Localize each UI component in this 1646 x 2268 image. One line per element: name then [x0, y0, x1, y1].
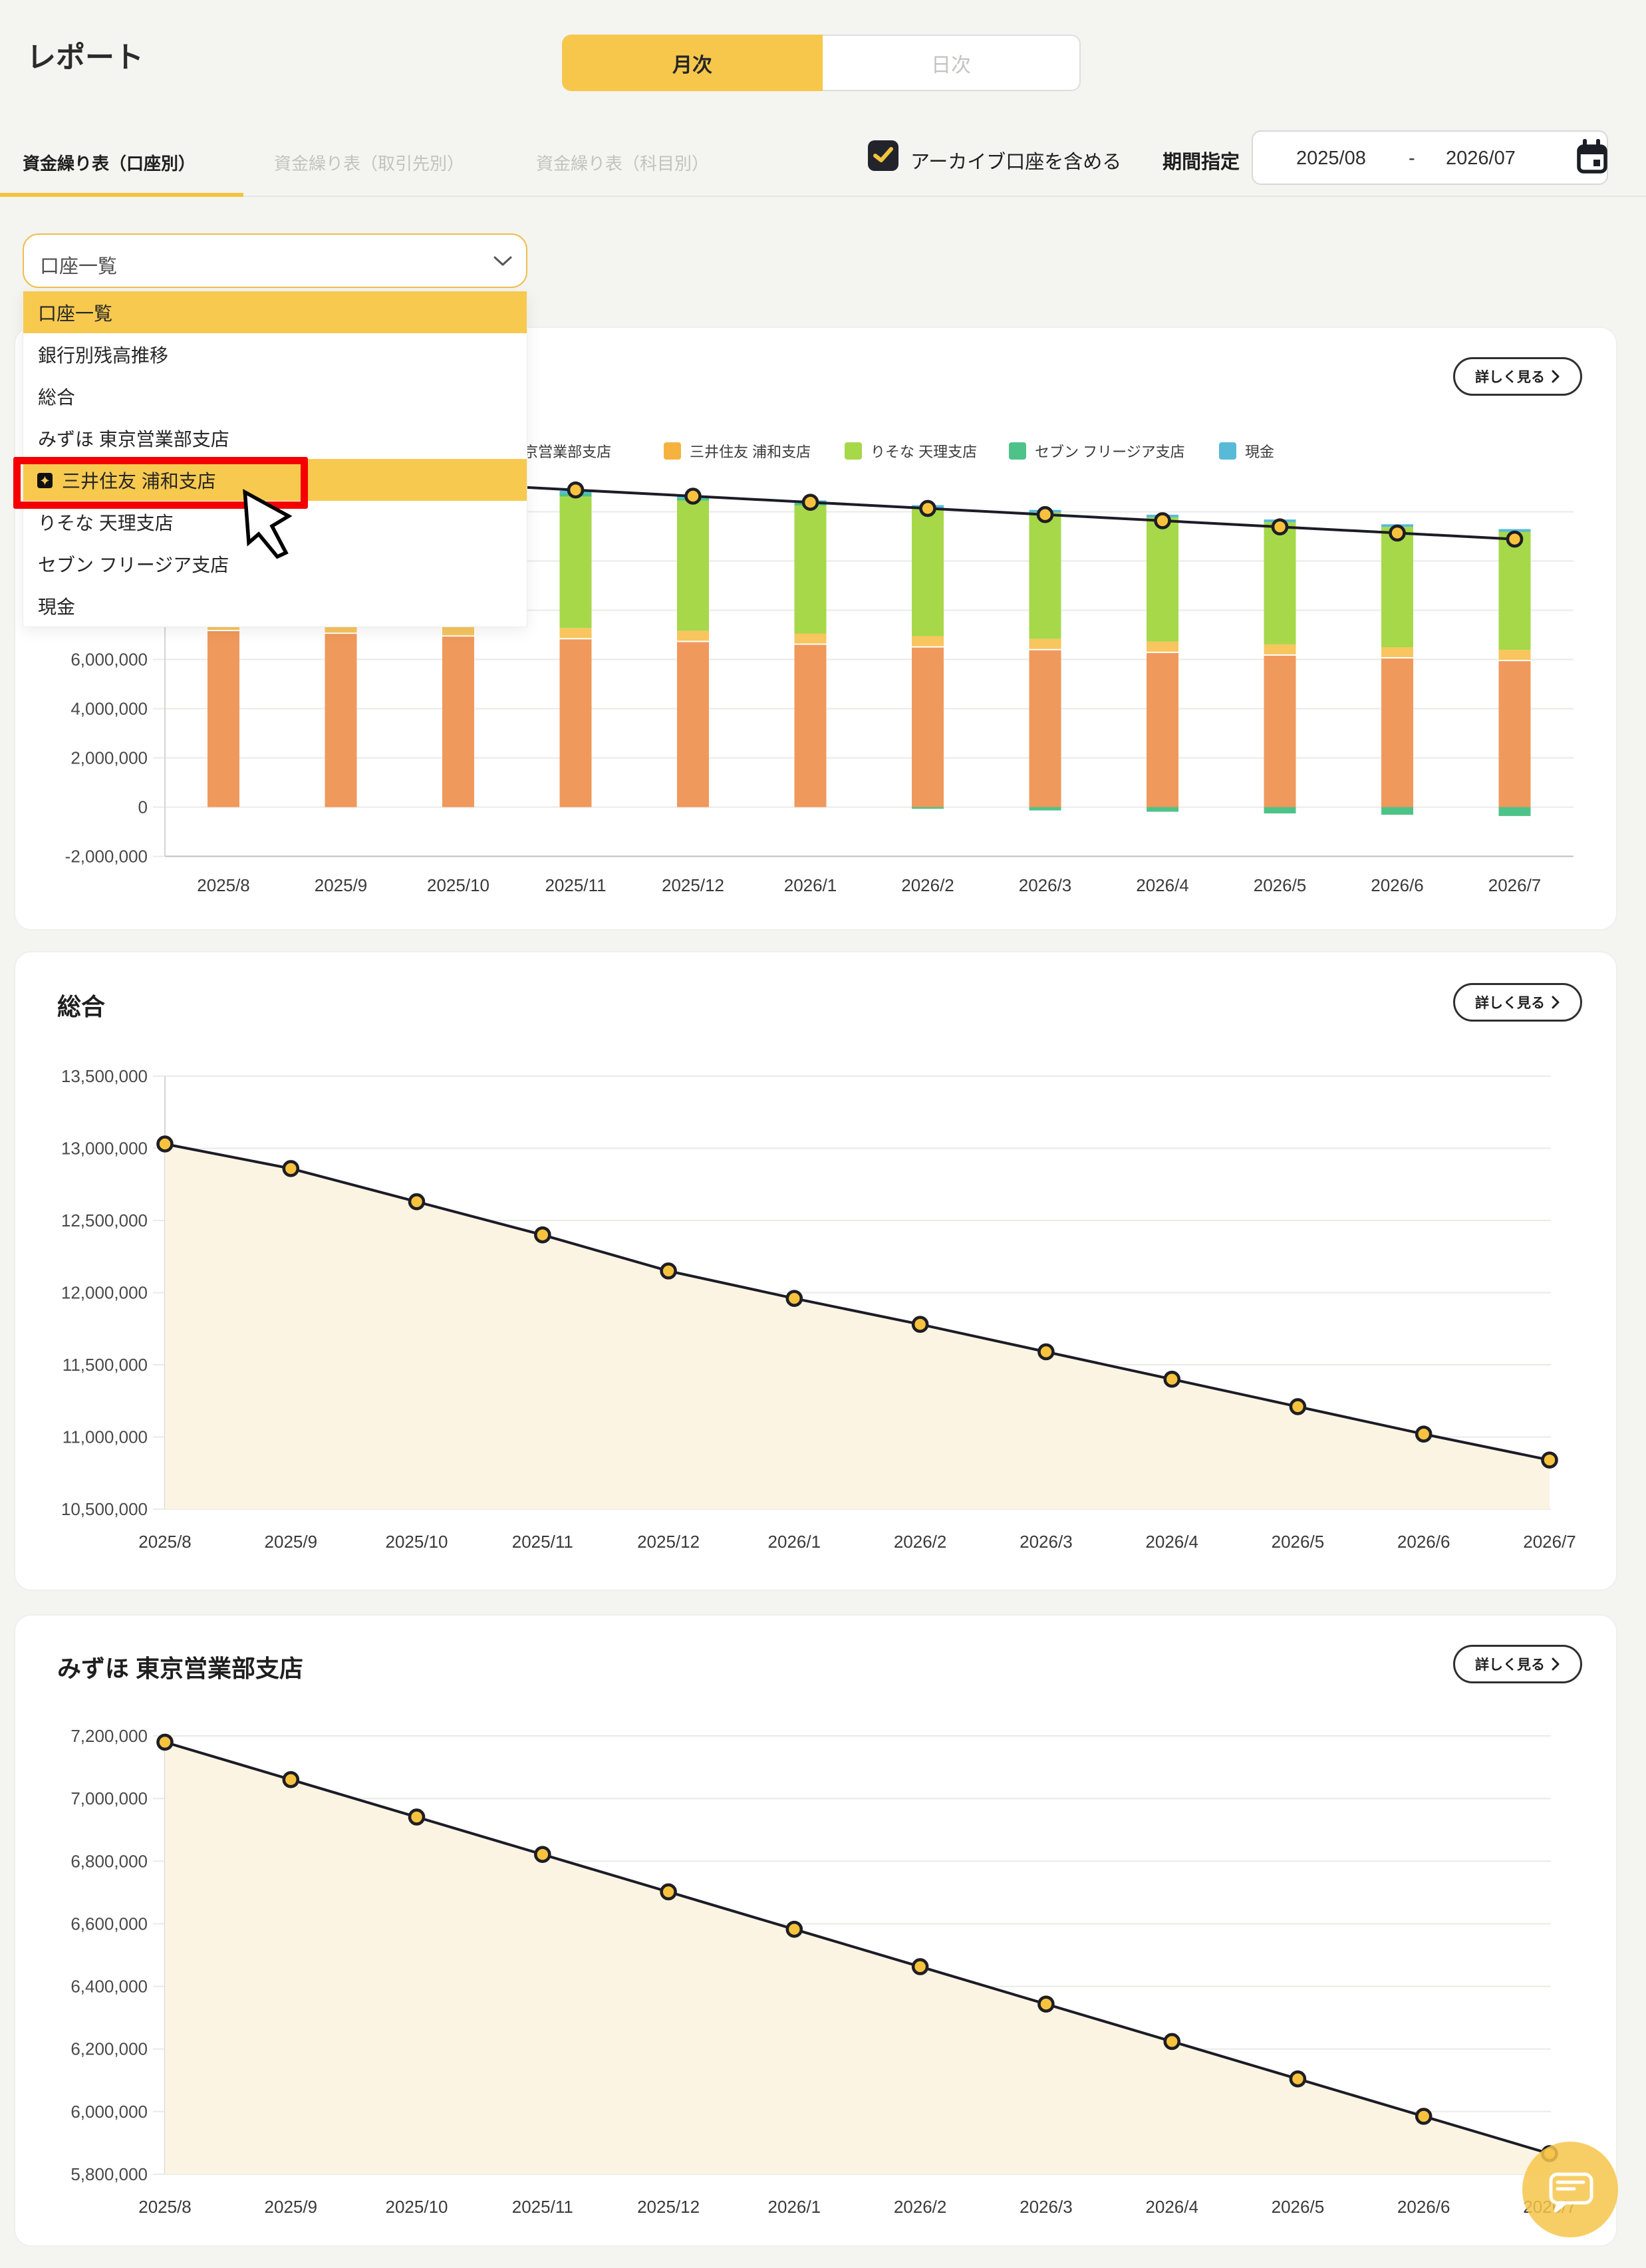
svg-text:2026/6: 2026/6	[1371, 875, 1424, 895]
svg-text:2026/5: 2026/5	[1272, 2197, 1325, 2217]
svg-text:2026/1: 2026/1	[784, 875, 837, 895]
svg-text:13,500,000: 13,500,000	[61, 1066, 148, 1086]
svg-text:2026/4: 2026/4	[1136, 875, 1189, 895]
svg-text:2025/11: 2025/11	[512, 1532, 573, 1552]
svg-text:2026/1: 2026/1	[768, 1532, 821, 1552]
svg-text:4,000,000: 4,000,000	[70, 699, 148, 719]
svg-text:2026/2: 2026/2	[901, 875, 954, 895]
svg-text:6,800,000: 6,800,000	[70, 1851, 148, 1871]
svg-text:2026/3: 2026/3	[1020, 2197, 1073, 2217]
svg-text:6,600,000: 6,600,000	[70, 1914, 148, 1933]
svg-text:6,400,000: 6,400,000	[70, 1977, 148, 1997]
svg-text:2026/3: 2026/3	[1020, 1532, 1073, 1552]
svg-text:0: 0	[138, 797, 148, 817]
svg-text:2026/5: 2026/5	[1272, 1532, 1325, 1552]
svg-text:2025/12: 2025/12	[662, 875, 724, 895]
svg-text:2025/9: 2025/9	[265, 1532, 318, 1552]
svg-text:2025/10: 2025/10	[386, 1532, 448, 1552]
svg-text:2026/7: 2026/7	[1523, 1532, 1576, 1552]
svg-text:6,000,000: 6,000,000	[70, 650, 148, 670]
svg-text:2025/12: 2025/12	[637, 1532, 700, 1552]
svg-text:6,000,000: 6,000,000	[70, 2102, 148, 2122]
svg-text:2025/8: 2025/8	[138, 1532, 192, 1552]
svg-text:2026/1: 2026/1	[768, 2197, 821, 2217]
svg-text:7,200,000: 7,200,000	[70, 1726, 148, 1746]
svg-text:2026/7: 2026/7	[1488, 875, 1542, 895]
svg-text:2025/9: 2025/9	[265, 2197, 318, 2217]
svg-text:-2,000,000: -2,000,000	[65, 847, 148, 867]
svg-text:2026/2: 2026/2	[894, 1532, 947, 1552]
svg-text:2025/10: 2025/10	[427, 875, 489, 895]
svg-text:2026/6: 2026/6	[1397, 1532, 1450, 1552]
svg-text:12,000,000: 12,000,000	[61, 1283, 148, 1303]
svg-text:13,000,000: 13,000,000	[61, 1139, 148, 1159]
svg-text:10,500,000: 10,500,000	[61, 1499, 148, 1519]
svg-text:2025/8: 2025/8	[197, 875, 250, 895]
svg-text:2026/4: 2026/4	[1145, 1532, 1198, 1552]
svg-text:12,500,000: 12,500,000	[61, 1210, 148, 1230]
svg-text:11,500,000: 11,500,000	[63, 1355, 148, 1375]
svg-text:6,200,000: 6,200,000	[70, 2039, 148, 2059]
svg-text:2026/3: 2026/3	[1019, 875, 1072, 895]
svg-text:2025/9: 2025/9	[315, 875, 368, 895]
svg-text:2,000,000: 2,000,000	[70, 748, 148, 768]
svg-text:2025/11: 2025/11	[545, 875, 606, 895]
svg-text:2026/4: 2026/4	[1145, 2197, 1198, 2217]
svg-text:5,800,000: 5,800,000	[70, 2164, 148, 2184]
svg-text:2025/12: 2025/12	[637, 2197, 700, 2217]
svg-text:11,000,000: 11,000,000	[63, 1427, 148, 1447]
svg-text:2026/2: 2026/2	[894, 2197, 947, 2217]
svg-text:2025/11: 2025/11	[512, 2197, 573, 2217]
svg-text:2026/5: 2026/5	[1254, 875, 1307, 895]
svg-text:7,000,000: 7,000,000	[70, 1788, 148, 1808]
svg-text:2026/6: 2026/6	[1397, 2197, 1450, 2217]
svg-text:2025/10: 2025/10	[386, 2197, 448, 2217]
svg-text:2025/8: 2025/8	[138, 2197, 192, 2217]
